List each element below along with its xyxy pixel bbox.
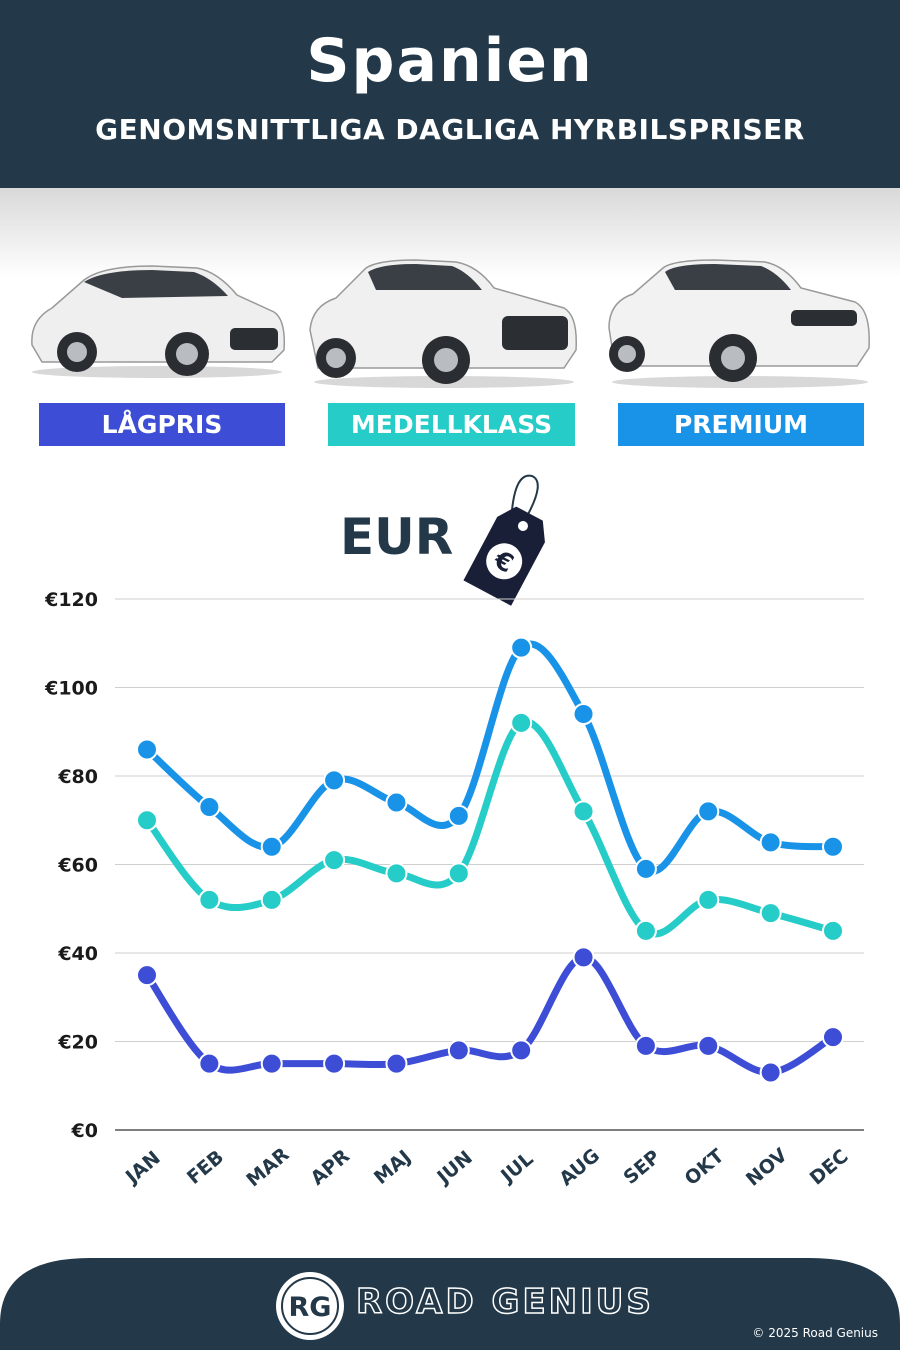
data-point-0 xyxy=(634,1034,657,1057)
y-tick-label: €20 xyxy=(57,1032,98,1054)
data-point-2 xyxy=(572,703,595,726)
data-point-0 xyxy=(323,1052,346,1075)
euro-price-tag-icon: € xyxy=(463,474,545,606)
data-point-2 xyxy=(260,835,283,858)
x-tick-label: OKT xyxy=(681,1145,729,1190)
data-point-0 xyxy=(510,1039,533,1062)
x-tick-label: APR xyxy=(307,1145,355,1190)
data-point-0 xyxy=(759,1061,782,1084)
currency-label: EUR xyxy=(340,508,454,566)
y-tick-label: €60 xyxy=(57,855,98,877)
price-line-chart: €0 €20 €40 €60 €80 €100 €120 JAN FEB MAR APR MAJ JU… xyxy=(44,589,864,1191)
data-point-1 xyxy=(697,888,720,911)
data-point-0 xyxy=(447,1039,470,1062)
data-point-2 xyxy=(510,636,533,659)
series-line-0 xyxy=(143,953,837,1076)
logo-initials: RG xyxy=(289,1292,332,1323)
data-point-2 xyxy=(323,769,346,792)
y-tick-label: €120 xyxy=(44,589,98,611)
y-tick-label: €0 xyxy=(71,1120,98,1142)
data-point-1 xyxy=(510,711,533,734)
data-point-0 xyxy=(385,1052,408,1075)
y-tick-label: €80 xyxy=(57,766,98,788)
data-point-2 xyxy=(759,831,782,854)
footer-banner xyxy=(0,1258,900,1350)
x-tick-label: JUN xyxy=(432,1147,477,1190)
data-point-0 xyxy=(697,1034,720,1057)
x-tick-label: JUL xyxy=(495,1148,537,1188)
data-point-0 xyxy=(198,1052,221,1075)
page-subtitle: GENOMSNITTLIGA DAGLIGA HYRBILSPRISER xyxy=(95,113,805,146)
data-point-2 xyxy=(198,795,221,818)
data-point-2 xyxy=(822,835,844,858)
data-point-0 xyxy=(260,1052,283,1075)
x-tick-label: DEC xyxy=(806,1145,853,1189)
brand-name: ROAD GENIUS xyxy=(355,1281,654,1323)
data-point-2 xyxy=(385,791,408,814)
x-tick-label: NOV xyxy=(742,1144,792,1191)
data-point-0 xyxy=(822,1026,844,1049)
data-point-1 xyxy=(572,800,595,823)
data-point-1 xyxy=(136,809,158,832)
economy-car-image xyxy=(31,265,286,378)
x-tick-label: FEB xyxy=(183,1146,228,1189)
data-point-1 xyxy=(634,919,657,942)
data-point-0 xyxy=(136,964,158,987)
legend-premium-label: PREMIUM xyxy=(618,403,864,446)
midsize-car-image xyxy=(309,259,577,388)
data-point-1 xyxy=(447,862,470,885)
data-point-2 xyxy=(447,804,470,827)
y-tick-label: €40 xyxy=(57,943,98,965)
series-line-1 xyxy=(143,718,837,938)
data-point-1 xyxy=(260,888,283,911)
legend-economy-label: LÅGPRIS xyxy=(39,403,285,446)
data-point-1 xyxy=(822,919,844,942)
header-banner: Spanien GENOMSNITTLIGA DAGLIGA HYRBILSPR… xyxy=(0,0,900,188)
series-line-2 xyxy=(143,640,837,875)
data-point-2 xyxy=(634,857,657,880)
y-tick-label: €100 xyxy=(44,678,98,700)
copyright-text: © 2025 Road Genius xyxy=(752,1326,878,1340)
premium-car-image xyxy=(608,259,870,388)
data-point-1 xyxy=(759,902,782,925)
data-point-2 xyxy=(697,800,720,823)
road-genius-logo-icon: RG xyxy=(276,1272,344,1340)
data-point-1 xyxy=(198,888,221,911)
x-tick-label: JAN xyxy=(120,1147,165,1189)
page-title: Spanien xyxy=(306,26,594,96)
legend-midsize-label: MEDELLKLASS xyxy=(328,403,575,446)
data-point-2 xyxy=(136,738,158,761)
x-tick-label: MAJ xyxy=(370,1146,415,1189)
x-tick-label: SEP xyxy=(619,1146,664,1189)
x-tick-label: AUG xyxy=(555,1144,604,1190)
x-tick-label: MAR xyxy=(242,1143,293,1191)
data-point-1 xyxy=(385,862,408,885)
data-point-1 xyxy=(323,849,346,872)
data-point-0 xyxy=(572,946,595,969)
